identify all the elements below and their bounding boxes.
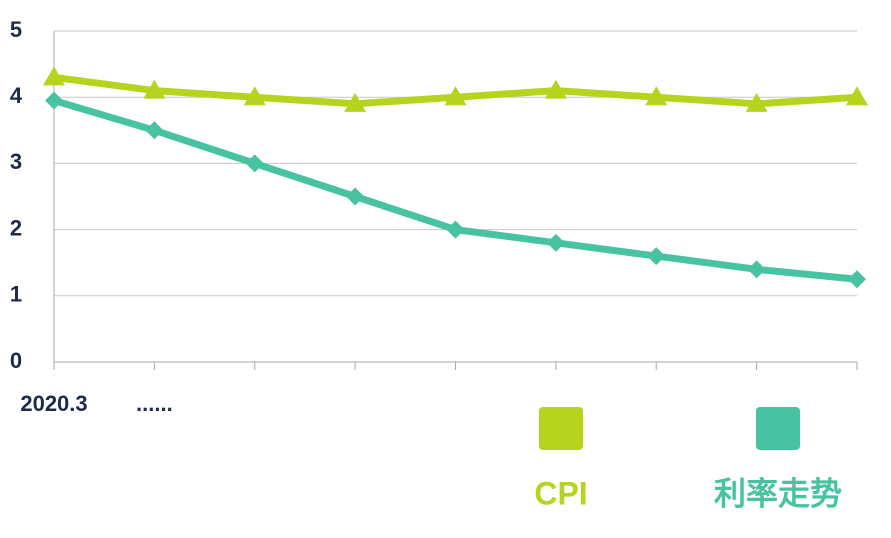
marker: [745, 92, 768, 112]
marker: [848, 270, 866, 289]
marker: [143, 79, 166, 99]
marker: [145, 121, 164, 140]
marker: [446, 220, 465, 239]
y-tick-label: 4: [10, 83, 23, 108]
marker: [544, 79, 567, 99]
y-tick-label: 1: [10, 282, 22, 307]
marker: [647, 247, 666, 266]
marker: [747, 260, 766, 279]
marker: [245, 154, 264, 173]
y-tick-label: 0: [10, 348, 22, 373]
legend-label: 利率走势: [714, 475, 842, 511]
marker: [243, 86, 266, 106]
x-tick-label: ......: [136, 391, 173, 416]
marker: [346, 187, 365, 206]
marker: [846, 86, 868, 106]
y-tick-label: 5: [10, 17, 22, 42]
x-tick-label: 2020.3: [20, 391, 87, 416]
series-line: [53, 97, 858, 283]
marker: [645, 86, 668, 106]
marker: [546, 233, 565, 252]
legend-label: CPI: [534, 475, 587, 511]
legend-swatch: [756, 407, 800, 450]
y-tick-label: 2: [10, 215, 22, 240]
marker: [344, 92, 367, 112]
marker: [45, 91, 63, 110]
y-tick-label: 3: [10, 149, 22, 174]
legend-swatch: [539, 407, 583, 450]
marker: [444, 86, 467, 106]
marker: [43, 66, 65, 86]
